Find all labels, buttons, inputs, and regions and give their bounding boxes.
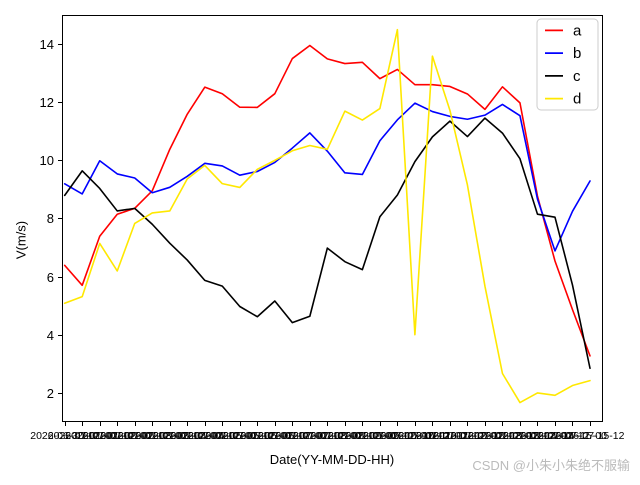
svg-text:14: 14 xyxy=(40,37,54,52)
svg-text:4: 4 xyxy=(47,328,54,343)
svg-text:10: 10 xyxy=(40,153,54,168)
svg-text:2026-07-15-12: 2026-07-15-12 xyxy=(556,430,625,442)
svg-text:8: 8 xyxy=(47,211,54,226)
svg-text:a: a xyxy=(573,22,582,39)
svg-text:2: 2 xyxy=(47,386,54,401)
svg-text:c: c xyxy=(573,68,581,85)
svg-text:b: b xyxy=(573,45,581,62)
svg-text:6: 6 xyxy=(47,270,54,285)
svg-text:12: 12 xyxy=(40,95,54,110)
svg-text:d: d xyxy=(573,91,581,108)
